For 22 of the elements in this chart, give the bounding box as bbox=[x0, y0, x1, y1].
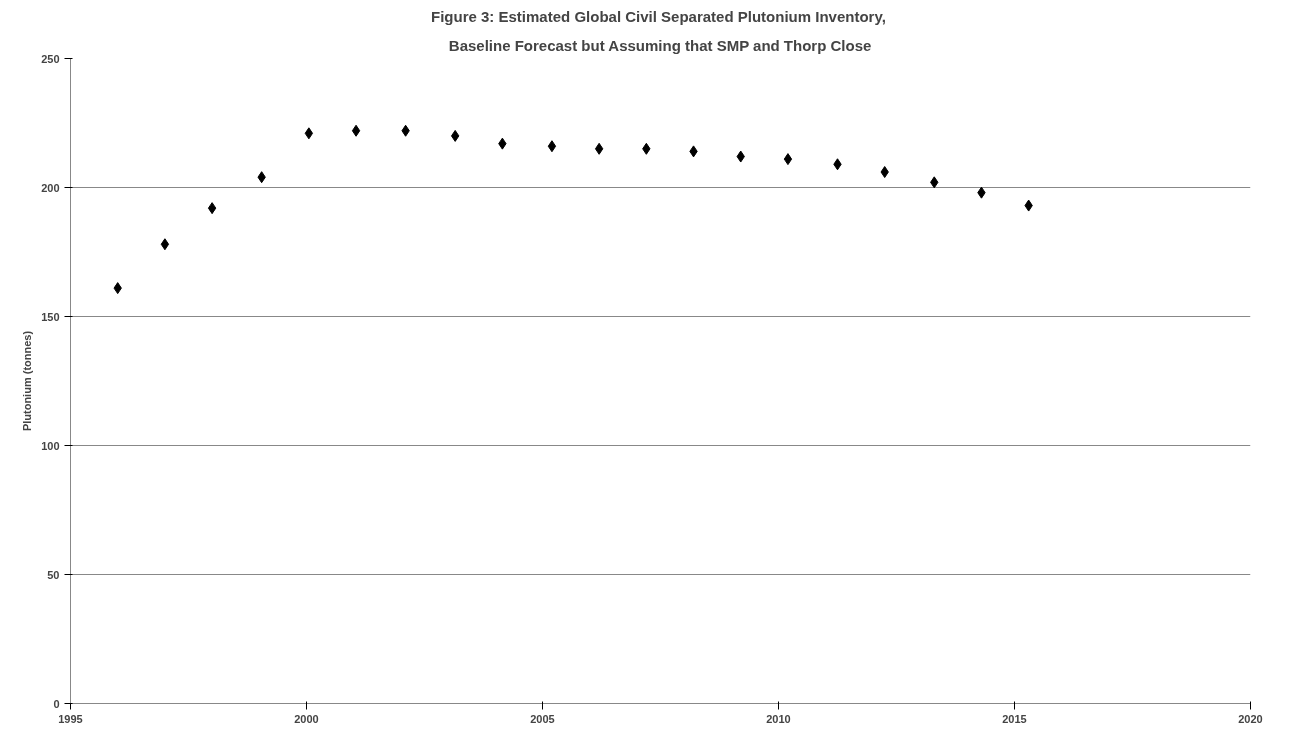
chart-title: Figure 3: Estimated Global Civil Separated Plutonium Inventory, bbox=[431, 7, 886, 25]
chart-subtitle: Baseline Forecast but Assuming that SMP and Thorp Close bbox=[448, 36, 872, 54]
x-tick-label: 2010 bbox=[766, 712, 791, 725]
y-tick-label: 0 bbox=[53, 697, 60, 710]
point bbox=[547, 140, 557, 153]
x-tick-label: 2005 bbox=[530, 712, 555, 725]
y-axis-title: Plutonium (tonnes) bbox=[21, 330, 34, 432]
y-tick-label: 200 bbox=[41, 181, 60, 194]
x-tick-label: 2000 bbox=[294, 712, 319, 725]
point bbox=[160, 238, 170, 251]
y-tick-label: 50 bbox=[47, 568, 60, 581]
point bbox=[351, 124, 361, 137]
x-tick-label: 2020 bbox=[1238, 712, 1263, 725]
point bbox=[207, 202, 217, 215]
x-tick-label: 1995 bbox=[58, 712, 83, 725]
point bbox=[594, 142, 604, 155]
y-tick-label: 100 bbox=[41, 439, 60, 452]
x-tick-label: 2015 bbox=[1002, 712, 1027, 725]
y-tick-label: 250 bbox=[41, 52, 60, 65]
point bbox=[783, 153, 793, 166]
point bbox=[304, 127, 314, 140]
y-tick-label: 150 bbox=[41, 310, 60, 323]
